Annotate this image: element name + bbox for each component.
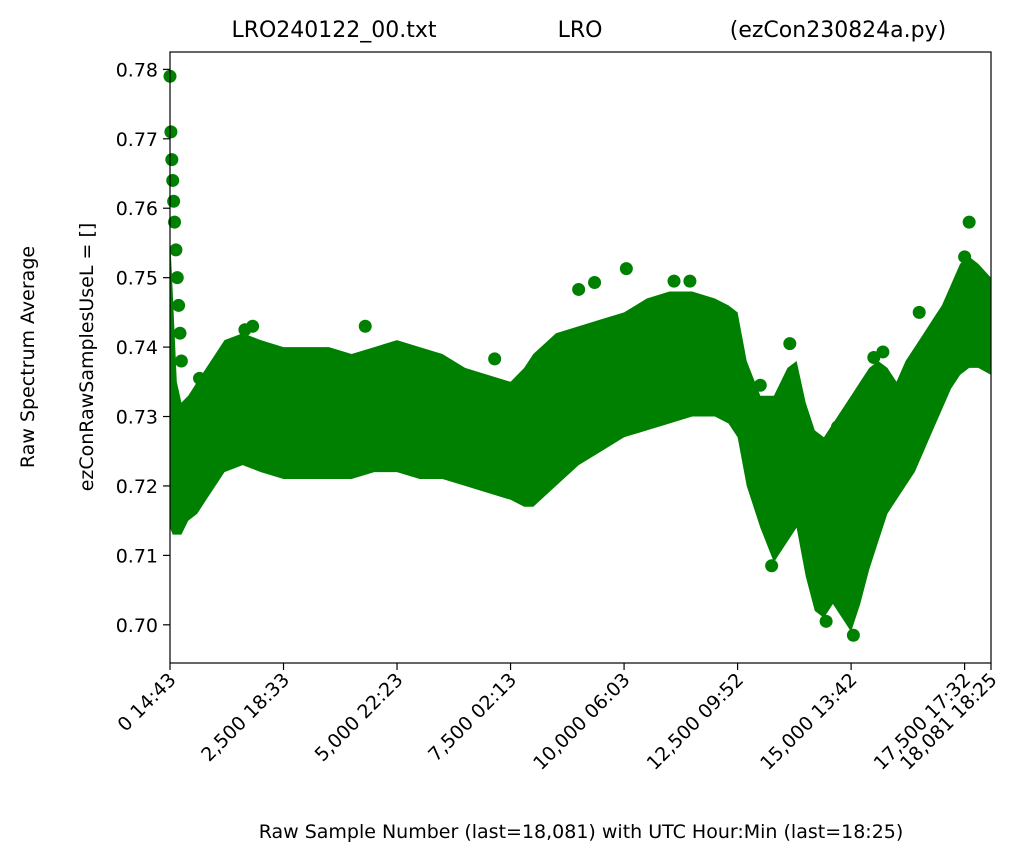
data-point [168,215,182,229]
y-tick-label: 0.70 [116,615,158,637]
plot-frame [169,51,992,664]
x-tick-label: 12,500 09:52 [643,669,749,775]
x-tick-label: 7,500 02:13 [424,669,521,766]
data-point [683,274,697,288]
data-point [164,125,178,139]
data-point [912,305,926,319]
data-point [753,378,767,392]
y-axis-label-line2: ezConRawSamplesUseL = [] [76,223,98,492]
data-point [846,628,860,642]
data-point [572,282,586,296]
data-point [166,173,180,187]
data-band [170,236,991,632]
data-point [783,337,797,351]
x-tick-label: 2,500 18:33 [197,669,294,766]
y-axis: 0.70 0.71 0.72 0.73 0.74 0.75 0.76 0.77 0.78 [116,59,170,637]
data-point [833,428,847,442]
data-points [163,69,976,642]
data-point [246,319,260,333]
x-axis: 0 14:43 2,500 18:33 5,000 22:23 7,500 02:13… [113,663,1002,775]
data-point [962,215,976,229]
y-tick-label: 0.75 [116,268,158,290]
data-point [173,326,187,340]
chart-title-script: (ezCon230824a.py) [730,18,946,43]
x-tick-label: 0 14:43 [113,669,180,736]
y-tick-label: 0.73 [116,407,158,429]
plot-area [163,51,992,664]
data-point [167,194,181,208]
data-point [619,262,633,276]
y-tick-label: 0.77 [116,129,158,151]
y-tick-label: 0.78 [116,59,158,81]
x-axis-label: Raw Sample Number (last=18,081) with UTC… [259,821,904,843]
data-point [765,559,779,573]
x-tick-label: 10,000 06:03 [529,669,635,775]
data-point [358,319,372,333]
data-point [819,614,833,628]
y-axis-label-line1: Raw Spectrum Average [17,246,39,468]
data-point [958,250,972,264]
data-point [172,298,186,312]
data-point [193,371,207,385]
y-tick-label: 0.71 [116,545,158,567]
data-point [174,354,188,368]
data-point [488,352,502,366]
data-point [169,243,183,257]
y-tick-label: 0.72 [116,476,158,498]
chart-title-site: LRO [558,18,603,43]
y-tick-label: 0.76 [116,198,158,220]
data-point [667,274,681,288]
chart-title-file: LRO240122_00.txt [231,18,436,43]
y-tick-label: 0.74 [116,337,158,359]
data-point [876,345,890,359]
data-point [170,271,184,285]
data-point [588,276,602,290]
data-point [165,153,179,167]
x-tick-label: 5,000 22:23 [311,669,408,766]
x-tick-label: 15,000 13:42 [756,669,862,775]
